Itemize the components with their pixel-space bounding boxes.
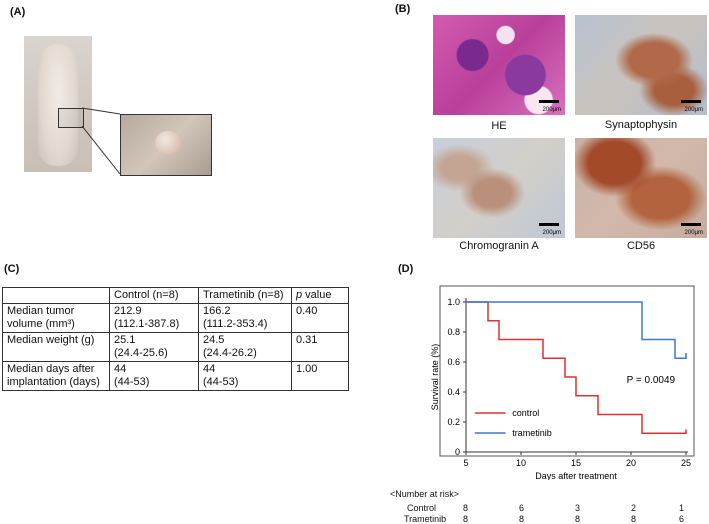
results-table: Control (n=8) Trametinib (n=8) p value M… — [2, 287, 349, 391]
panel-label-c: (C) — [4, 263, 20, 275]
x-tick-label: 5 — [463, 458, 468, 468]
cell-line: (44-53) — [114, 376, 150, 388]
p-value-cell: 0.40 — [291, 303, 349, 333]
p-value-cell: 1.00 — [291, 361, 349, 391]
scale-label: 200μm — [542, 107, 561, 113]
control-cell: 212.9 (112.1-387.8) — [109, 303, 199, 333]
p-value-annotation: P = 0.0049 — [627, 375, 676, 386]
row-label: Median days after implantation (days) — [2, 361, 110, 391]
x-tick-label: 15 — [571, 458, 581, 468]
legend-label-control: control — [512, 408, 539, 418]
risk-value: 8 — [463, 514, 469, 524]
panel-label-b: (B) — [395, 3, 411, 15]
risk-value: 8 — [575, 514, 581, 524]
risk-value: 6 — [679, 514, 685, 524]
risk-value: 3 — [575, 503, 581, 513]
histology-chromogranin-a: 200μm — [433, 138, 565, 238]
caption-he: HE — [491, 120, 507, 132]
histology-he: 200μm — [433, 15, 565, 115]
y-axis-label: Survival rate (%) — [430, 344, 440, 411]
risk-value: 8 — [463, 503, 469, 513]
cell-line: (111.2-353.4) — [203, 318, 268, 330]
mouse-photo — [24, 36, 92, 172]
scale-bar — [681, 100, 701, 103]
plot-frame — [439, 285, 695, 457]
scale-label: 200μm — [542, 230, 561, 236]
row-label: Median weight (g) — [2, 332, 110, 362]
row-label-line: Median tumor — [7, 305, 75, 317]
x-tick-label: 25 — [681, 458, 691, 468]
trametinib-cell: 44 (44-53) — [198, 361, 292, 391]
table-row: Median tumor volume (mm³) 212.9 (112.1-387… — [2, 303, 349, 333]
tumor-zoom-inset — [120, 114, 212, 176]
y-tick-label: 1.0 — [447, 297, 460, 307]
histology-cd56: 200μm — [575, 138, 707, 238]
scale-bar — [539, 223, 559, 226]
trametinib-cell: 24.5 (24.4-26.2) — [198, 332, 292, 362]
header-cell: Control (n=8) — [109, 287, 199, 304]
control-cell: 44 (44-53) — [109, 361, 199, 391]
table-row: Median days after implantation (days) 44(… — [2, 361, 349, 391]
tumor-closeup — [155, 131, 181, 155]
scale-label: 200μm — [684, 230, 703, 236]
scale-bar — [539, 100, 559, 103]
p-italic: p — [296, 289, 303, 301]
tumor-highlight-box — [58, 108, 84, 128]
series-line-trametinib — [466, 301, 687, 360]
cell-line: (44-53) — [203, 376, 239, 388]
row-label-line: volume (mm³) — [7, 318, 75, 330]
x-tick-label: 20 — [626, 458, 636, 468]
cell-line: (112.1-387.8) — [114, 318, 180, 330]
cell-line: (24.4-26.2) — [203, 347, 257, 359]
mouse-body — [38, 44, 78, 166]
risk-value: 8 — [631, 514, 637, 524]
row-label-line: Median days after — [7, 363, 95, 375]
risk-value: 6 — [519, 503, 525, 513]
header-cell: Trametinib (n=8) — [198, 287, 292, 304]
scale-label: 200μm — [684, 107, 703, 113]
row-label-line: Median weight (g) — [7, 334, 95, 346]
cell-line: 212.9 — [114, 305, 142, 317]
legend-label-trametinib: trametinib — [512, 428, 552, 438]
p-suffix: value — [302, 289, 332, 301]
table-row: Median weight (g) 25.1 (24.4-25.6) 24.5 (2… — [2, 332, 349, 362]
caption-cd56: CD56 — [626, 240, 656, 252]
trametinib-cell: 166.2 (111.2-353.4) — [198, 303, 292, 333]
cell-line: 25.1 — [114, 334, 136, 346]
risk-value: 8 — [519, 514, 525, 524]
control-cell: 25.1 (24.4-25.6) — [109, 332, 199, 362]
x-axis-label: Days after treatment — [535, 471, 617, 480]
cell-line: 166.2 — [203, 305, 231, 317]
cell-line: 44 — [203, 363, 216, 375]
cell-line: (24.4-25.6) — [114, 347, 168, 359]
caption-chromogranin-a: Chromogranin A — [459, 240, 539, 252]
risk-row-label: Control — [407, 503, 437, 513]
cell-line: 44 — [114, 363, 127, 375]
table-header-row: Control (n=8) Trametinib (n=8) p value — [2, 287, 349, 304]
caption-synaptophysin: Synaptophysin — [604, 119, 678, 131]
risk-table-title: <Number at risk> — [390, 489, 460, 499]
scale-bar — [681, 223, 701, 226]
y-tick-label: 0.8 — [447, 327, 460, 337]
row-label-line: implantation (days) — [7, 376, 100, 388]
risk-value: 2 — [631, 503, 637, 513]
series-line-control — [466, 301, 687, 435]
header-cell-p-value: p value — [291, 287, 349, 304]
row-label: Median tumor volume (mm³) — [2, 303, 110, 333]
y-tick-label: 0.4 — [447, 387, 460, 397]
survival-chart: 0 0.2 0.4 0.6 0.8 1.0 5 10 15 20 25 Days after trea… — [430, 285, 695, 480]
histology-synaptophysin: 200μm — [575, 15, 707, 115]
risk-value: 1 — [679, 503, 685, 513]
x-tick-label: 10 — [516, 458, 526, 468]
panel-label-a: (A) — [10, 6, 26, 18]
y-tick-label: 0.2 — [447, 417, 460, 427]
y-tick-label: 0.6 — [447, 357, 460, 367]
p-value-cell: 0.31 — [291, 332, 349, 362]
panel-label-d: (D) — [398, 263, 414, 275]
risk-row-label: Trametinib — [404, 514, 447, 524]
y-tick-label: 0 — [455, 447, 460, 457]
header-cell — [2, 287, 110, 304]
cell-line: 24.5 — [203, 334, 225, 346]
